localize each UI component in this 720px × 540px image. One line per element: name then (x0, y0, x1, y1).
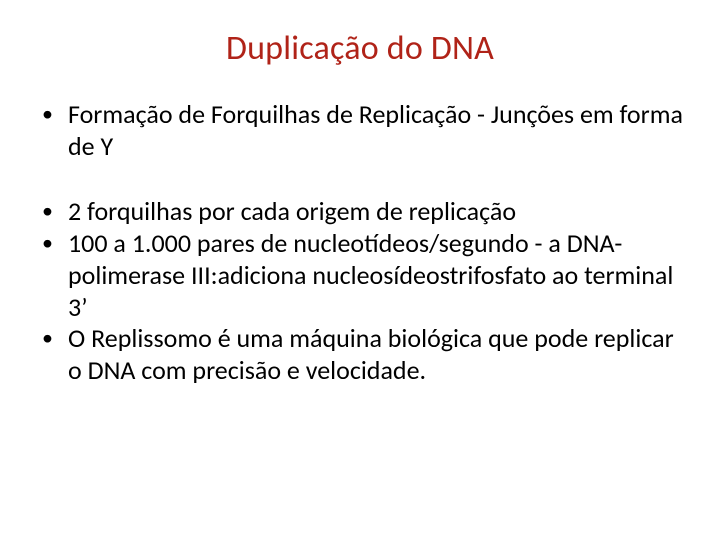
bullet-text: 100 a 1.000 pares de nucleotídeos/segund… (68, 227, 673, 322)
bullet-item: 100 a 1.000 pares de nucleotídeos/segund… (36, 228, 684, 323)
bullet-item: Formação de Forquilhas de Replicação - J… (36, 99, 684, 162)
bullet-text: 2 forquilhas por cada origem de replicaç… (68, 195, 516, 227)
bullet-text: O Replissomo é uma máquina biológica que… (68, 322, 674, 386)
bullet-group-2: 2 forquilhas por cada origem de replicaç… (36, 196, 684, 386)
bullet-item: 2 forquilhas por cada origem de replicaç… (36, 196, 684, 228)
spacer (36, 162, 684, 196)
slide-title: Duplicação do DNA (36, 28, 684, 69)
bullet-item: O Replissomo é uma máquina biológica que… (36, 323, 684, 386)
bullet-group-1: Formação de Forquilhas de Replicação - J… (36, 99, 684, 162)
bullet-text: Formação de Forquilhas de Replicação - J… (68, 98, 683, 162)
